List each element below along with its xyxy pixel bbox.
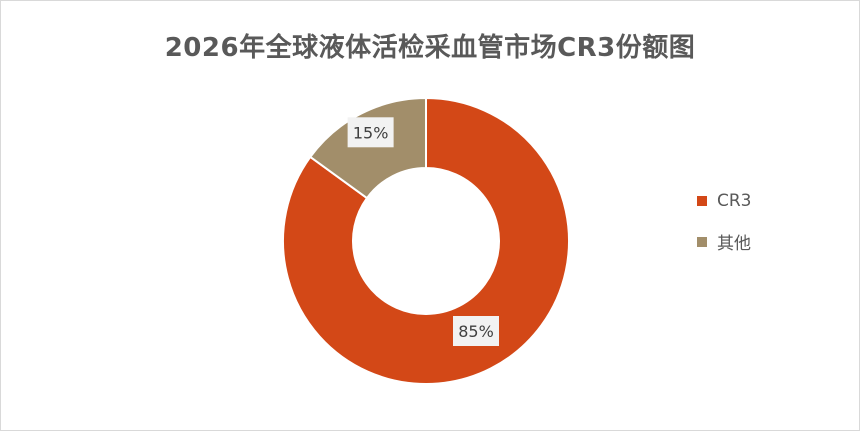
- data-label-text: 85%: [458, 322, 494, 341]
- slice-0: [282, 96, 570, 385]
- data-label-0: 85%: [453, 316, 499, 346]
- data-label-text: 15%: [353, 123, 389, 142]
- legend-swatch-other: [697, 236, 707, 247]
- legend-label: 其他: [717, 234, 751, 254]
- data-label-box: [453, 316, 499, 346]
- legend-label: CR3: [717, 191, 752, 211]
- data-label-box: [347, 117, 394, 148]
- slice-1: [308, 96, 427, 200]
- legend-item-cr3: CR3: [697, 191, 752, 211]
- chart-title: 2026年全球液体活检采血管市场CR3份额图: [164, 33, 696, 63]
- legend-swatch-cr3: [697, 196, 707, 206]
- data-label-1: 15%: [347, 117, 394, 148]
- legend-item-other: 其他: [697, 229, 751, 254]
